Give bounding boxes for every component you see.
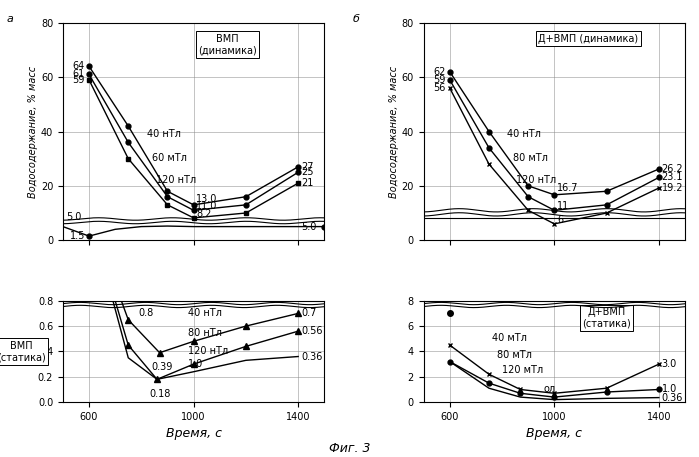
Text: 120 нТл: 120 нТл: [188, 346, 229, 356]
Text: 0.39: 0.39: [152, 362, 173, 372]
Y-axis label: Водосодержание, % масс: Водосодержание, % масс: [28, 65, 38, 197]
Text: 19.2: 19.2: [662, 183, 683, 193]
Text: 40 нТл: 40 нТл: [507, 129, 541, 139]
Text: 21: 21: [301, 178, 313, 188]
Text: Д+ВМП (динамика): Д+ВМП (динамика): [538, 34, 638, 44]
Text: 25: 25: [301, 167, 313, 177]
Text: 80 мТл: 80 мТл: [497, 350, 532, 360]
Text: 1.5: 1.5: [0, 456, 1, 457]
Text: 1.0: 1.0: [662, 384, 677, 394]
Text: 40 мТл: 40 мТл: [491, 333, 526, 343]
Text: 0.56: 0.56: [301, 326, 322, 336]
Text: 120 нТл: 120 нТл: [156, 175, 196, 185]
Text: 23.1: 23.1: [662, 172, 683, 182]
Text: 11: 11: [557, 201, 569, 211]
Text: 5.0: 5.0: [66, 213, 81, 223]
Text: Д+ВМП
(статика): Д+ВМП (статика): [582, 307, 631, 329]
Text: 120 нТл: 120 нТл: [517, 175, 556, 185]
Text: 6: 6: [557, 214, 563, 224]
Text: 27: 27: [301, 162, 313, 172]
Text: 1.0: 1.0: [188, 359, 203, 369]
Text: 120 мТл: 120 мТл: [502, 365, 543, 375]
Text: 11.0: 11.0: [196, 201, 217, 211]
X-axis label: Время, с: Время, с: [526, 427, 582, 441]
Text: 56: 56: [433, 83, 445, 93]
Text: 3.0: 3.0: [0, 456, 1, 457]
Text: 62: 62: [433, 67, 445, 77]
Text: ол: ол: [544, 384, 556, 394]
Text: 61: 61: [73, 69, 85, 80]
Text: а: а: [7, 14, 14, 24]
Text: Фиг. 3: Фиг. 3: [329, 442, 370, 456]
Text: 5.0: 5.0: [301, 222, 317, 232]
Text: 80 нТл: 80 нТл: [188, 328, 222, 338]
X-axis label: Время, с: Время, с: [166, 427, 222, 441]
Text: 13.0: 13.0: [196, 194, 217, 204]
Y-axis label: Водосодержание, % масс: Водосодержание, % масс: [389, 65, 398, 197]
Text: 8.2: 8.2: [196, 208, 212, 218]
Text: 3.0: 3.0: [662, 359, 677, 369]
Text: ВМП
(статика): ВМП (статика): [0, 340, 45, 362]
Text: 0.7: 0.7: [301, 308, 317, 319]
Text: 26.2: 26.2: [662, 164, 684, 174]
Text: 1.5: 1.5: [69, 231, 85, 241]
Text: б: б: [353, 14, 360, 24]
Text: 40 нТл: 40 нТл: [188, 308, 222, 318]
Text: 60 мТл: 60 мТл: [152, 154, 187, 164]
Text: 40 нТл: 40 нТл: [147, 129, 180, 139]
Text: 64: 64: [73, 61, 85, 71]
Text: 0.36: 0.36: [301, 351, 322, 361]
Text: 0.36: 0.36: [662, 393, 683, 403]
Text: 0.8: 0.8: [138, 308, 154, 318]
Text: 59: 59: [433, 75, 445, 85]
Text: 80 мТл: 80 мТл: [512, 154, 547, 164]
Text: 0.18: 0.18: [149, 389, 171, 399]
Text: 16.7: 16.7: [557, 183, 579, 193]
Text: ВМП
(динамика): ВМП (динамика): [199, 34, 257, 55]
Text: 59: 59: [73, 75, 85, 85]
